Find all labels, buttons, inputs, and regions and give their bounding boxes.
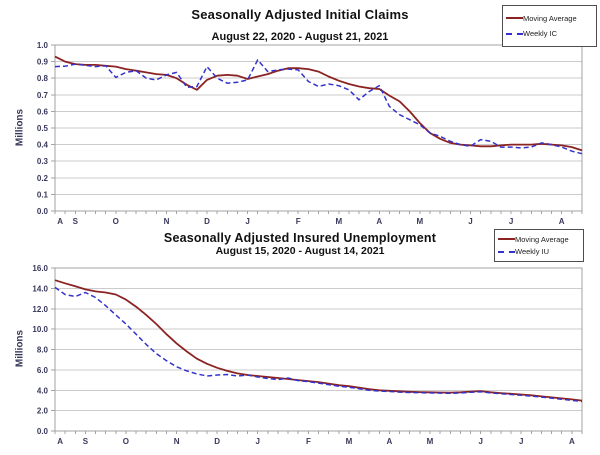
svg-text:1.0: 1.0 — [37, 41, 49, 50]
chart-subtitle: August 22, 2020 - August 21, 2021 — [211, 31, 389, 43]
svg-text:M: M — [346, 437, 353, 446]
legend-label: Weekly IC — [523, 29, 558, 39]
svg-text:12.0: 12.0 — [32, 305, 48, 314]
legend: Moving Average Weekly IC — [502, 5, 597, 47]
svg-text:J: J — [245, 217, 249, 226]
legend-item-moving-average: Moving Average — [498, 235, 580, 244]
svg-text:14.0: 14.0 — [32, 284, 48, 293]
moving-average-line-icon — [506, 17, 523, 20]
svg-text:D: D — [214, 437, 220, 446]
svg-text:S: S — [73, 217, 79, 226]
svg-text:M: M — [416, 217, 423, 226]
initial-claims-chart: 0.0 0.1 0.2 0.3 0.4 0.5 0.6 0.7 0.8 0.9 1.0 A S O N D J F… — [14, 5, 597, 226]
svg-text:0.2: 0.2 — [37, 174, 49, 183]
svg-text:A: A — [387, 437, 393, 446]
svg-text:F: F — [306, 437, 311, 446]
y-axis-label: Millions — [14, 108, 26, 147]
svg-text:J: J — [509, 217, 513, 226]
y-axis-label: Millions — [14, 329, 26, 368]
svg-text:4.0: 4.0 — [37, 386, 49, 395]
svg-text:8.0: 8.0 — [37, 346, 49, 355]
svg-text:16.0: 16.0 — [32, 264, 48, 273]
legend-item-weekly-iu: Weekly IU — [498, 247, 580, 256]
svg-text:0.8: 0.8 — [37, 74, 49, 83]
weekly-dashed-line-icon — [498, 250, 515, 253]
weekly-dashed-line-icon — [506, 32, 523, 35]
svg-text:J: J — [255, 437, 259, 446]
legend-item-moving-average: Moving Average — [506, 14, 593, 23]
moving-average-line-icon — [498, 238, 515, 241]
svg-text:O: O — [123, 437, 129, 446]
svg-text:0.7: 0.7 — [37, 91, 49, 100]
svg-text:0.0: 0.0 — [37, 207, 49, 216]
insured-unemployment-chart: 0.0 2.0 4.0 6.0 8.0 10.0 12.0 14.0 16.0 A S O N D J F M A… — [0, 228, 600, 455]
svg-text:0.6: 0.6 — [37, 107, 49, 116]
svg-text:A: A — [57, 437, 63, 446]
legend: Moving Average Weekly IU — [494, 229, 584, 262]
svg-text:0.3: 0.3 — [37, 157, 49, 166]
legend-label: Weekly IU — [515, 247, 550, 257]
svg-text:J: J — [468, 217, 472, 226]
chart-title: Seasonally Adjusted Initial Claims — [191, 7, 409, 22]
chart-subtitle: August 15, 2020 - August 14, 2021 — [215, 245, 385, 257]
svg-text:J: J — [519, 437, 523, 446]
legend-label: Moving Average — [515, 234, 569, 244]
legend-label: Moving Average — [523, 13, 577, 23]
svg-text:J: J — [478, 437, 482, 446]
svg-text:N: N — [164, 217, 170, 226]
svg-text:A: A — [57, 217, 63, 226]
chart-title: Seasonally Adjusted Insured Unemployment — [163, 231, 437, 245]
svg-text:O: O — [113, 217, 119, 226]
svg-text:A: A — [569, 437, 575, 446]
legend-item-weekly-ic: Weekly IC — [506, 29, 593, 38]
svg-text:A: A — [559, 217, 565, 226]
svg-text:S: S — [83, 437, 89, 446]
svg-text:0.1: 0.1 — [37, 190, 49, 199]
insured-unemployment-plot-area: 0.0 2.0 4.0 6.0 8.0 10.0 12.0 14.0 16.0 A S O N D J F M A… — [32, 264, 583, 446]
svg-text:6.0: 6.0 — [37, 366, 49, 375]
svg-text:10.0: 10.0 — [32, 325, 48, 334]
svg-text:0.4: 0.4 — [37, 141, 49, 150]
svg-text:F: F — [296, 217, 301, 226]
svg-text:2.0: 2.0 — [37, 407, 49, 416]
svg-text:0.0: 0.0 — [37, 427, 49, 436]
svg-text:M: M — [427, 437, 434, 446]
initial-claims-plot-area: 0.0 0.1 0.2 0.3 0.4 0.5 0.6 0.7 0.8 0.9 1.0 A S O N D J F… — [37, 41, 583, 226]
svg-text:M: M — [335, 217, 342, 226]
svg-text:N: N — [174, 437, 180, 446]
svg-text:D: D — [204, 217, 210, 226]
svg-text:A: A — [376, 217, 382, 226]
svg-text:0.9: 0.9 — [37, 58, 49, 67]
svg-text:0.5: 0.5 — [37, 124, 49, 133]
